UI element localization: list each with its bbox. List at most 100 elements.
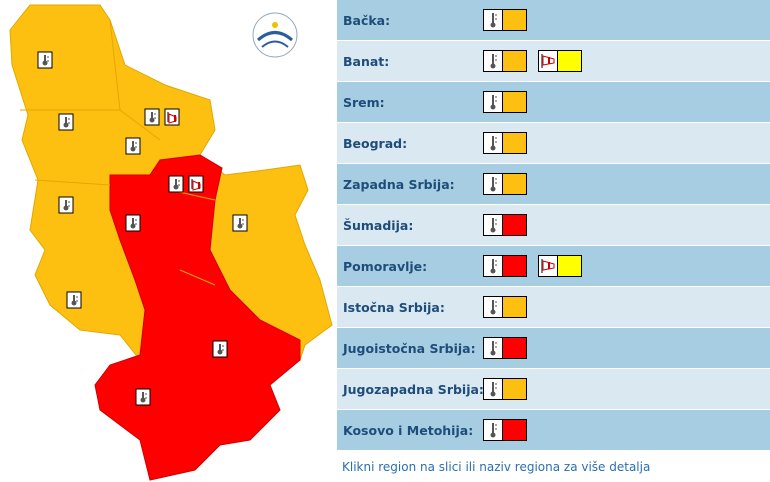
region-name[interactable]: Šumadija: bbox=[343, 217, 414, 233]
warning-icons bbox=[483, 91, 527, 113]
thermometer-icon bbox=[130, 141, 137, 152]
warning-icons bbox=[483, 214, 527, 236]
warning-icons bbox=[483, 337, 527, 359]
warning-level-box bbox=[503, 255, 527, 277]
thermometer-icon bbox=[490, 218, 497, 233]
region-row[interactable]: Istočna Srbija: bbox=[337, 287, 770, 327]
warning-level-box bbox=[503, 419, 527, 441]
thermometer-icon bbox=[130, 218, 137, 229]
region-row[interactable]: Kosovo i Metohija: bbox=[337, 410, 770, 450]
warning bbox=[483, 419, 527, 441]
region-row[interactable]: Pomoravlje: bbox=[337, 246, 770, 286]
thermometer-icon bbox=[490, 95, 497, 110]
region-row[interactable]: Jugozapadna Srbija: bbox=[337, 369, 770, 409]
thermometer-icon bbox=[490, 423, 497, 438]
warning-icons bbox=[483, 378, 527, 400]
region-row[interactable]: Jugoistočna Srbija: bbox=[337, 328, 770, 368]
warning-type-box bbox=[483, 50, 503, 72]
warning bbox=[483, 255, 527, 277]
region-row[interactable]: Beograd: bbox=[337, 123, 770, 163]
warning bbox=[483, 173, 527, 195]
warning bbox=[483, 296, 527, 318]
warning-type-box bbox=[483, 296, 503, 318]
warning-type-box bbox=[483, 9, 503, 31]
warning-type-box bbox=[483, 214, 503, 236]
logo bbox=[252, 12, 298, 58]
warning-type-box bbox=[483, 419, 503, 441]
warning bbox=[483, 132, 527, 154]
region-row[interactable]: Šumadija: bbox=[337, 205, 770, 245]
thermometer-icon bbox=[490, 13, 497, 28]
warning-type-box bbox=[538, 50, 558, 72]
thermometer-icon bbox=[149, 112, 156, 123]
region-row[interactable]: Srem: bbox=[337, 82, 770, 122]
warning bbox=[483, 337, 527, 359]
warning-type-box bbox=[483, 91, 503, 113]
region-name[interactable]: Jugozapadna Srbija: bbox=[343, 381, 484, 397]
warning bbox=[483, 9, 527, 31]
map bbox=[9, 4, 333, 481]
warning-level-box bbox=[503, 337, 527, 359]
thermometer-icon bbox=[63, 200, 70, 211]
thermometer-icon bbox=[237, 218, 244, 229]
warning-level-box bbox=[503, 132, 527, 154]
warning bbox=[538, 255, 582, 277]
region-name[interactable]: Kosovo i Metohija: bbox=[343, 422, 474, 438]
warning bbox=[483, 91, 527, 113]
warning-level-box bbox=[503, 296, 527, 318]
wind-icon bbox=[191, 179, 201, 191]
warning bbox=[483, 214, 527, 236]
warning-type-box bbox=[483, 337, 503, 359]
thermometer-icon bbox=[140, 392, 147, 403]
warning-level-box bbox=[503, 50, 527, 72]
warning-icons bbox=[483, 50, 582, 72]
thermometer-icon bbox=[490, 54, 497, 69]
thermometer-icon bbox=[490, 341, 497, 356]
thermometer-icon bbox=[71, 295, 78, 306]
region-name[interactable]: Zapadna Srbija: bbox=[343, 176, 455, 192]
thermometer-icon bbox=[490, 382, 497, 397]
warning-type-box bbox=[483, 255, 503, 277]
warning-icons bbox=[483, 255, 582, 277]
region-name[interactable]: Banat: bbox=[343, 53, 390, 69]
region-row[interactable]: Banat: bbox=[337, 41, 770, 81]
region-name[interactable]: Srem: bbox=[343, 94, 385, 110]
thermometer-icon bbox=[490, 259, 497, 274]
region-name[interactable]: Bačka: bbox=[343, 12, 391, 28]
wind-icon bbox=[541, 259, 555, 273]
warning-type-box bbox=[483, 132, 503, 154]
warning-level-box bbox=[558, 50, 582, 72]
wind-icon bbox=[167, 112, 177, 124]
warning-type-box bbox=[483, 378, 503, 400]
warning-icons bbox=[483, 9, 527, 31]
thermometer-icon bbox=[173, 179, 180, 190]
thermometer-icon bbox=[490, 177, 497, 192]
warning-type-box bbox=[538, 255, 558, 277]
thermometer-icon bbox=[63, 117, 70, 128]
warning-icons bbox=[483, 296, 527, 318]
region-name[interactable]: Istočna Srbija: bbox=[343, 299, 445, 315]
warning-level-box bbox=[503, 9, 527, 31]
warning-icons bbox=[483, 132, 527, 154]
region-name[interactable]: Pomoravlje: bbox=[343, 258, 428, 274]
region-row[interactable]: Zapadna Srbija: bbox=[337, 164, 770, 204]
warning bbox=[483, 378, 527, 400]
warning bbox=[538, 50, 582, 72]
region-borders bbox=[20, 19, 216, 286]
region-name[interactable]: Beograd: bbox=[343, 135, 408, 151]
map-icons bbox=[37, 51, 248, 406]
thermometer-icon bbox=[217, 344, 224, 355]
warning-level-box bbox=[503, 214, 527, 236]
thermometer-icon bbox=[490, 300, 497, 315]
warning-level-box bbox=[503, 91, 527, 113]
warning-type-box bbox=[483, 173, 503, 195]
warning-level-box bbox=[558, 255, 582, 277]
warning bbox=[483, 50, 527, 72]
region-row[interactable]: Bačka: bbox=[337, 0, 770, 40]
region-name[interactable]: Jugoistočna Srbija: bbox=[343, 340, 476, 356]
warning-level-box bbox=[503, 378, 527, 400]
warning-icons bbox=[483, 419, 527, 441]
footer-hint: Klikni region na slici ili naziv regiona… bbox=[342, 460, 651, 474]
warning-icons bbox=[483, 173, 527, 195]
